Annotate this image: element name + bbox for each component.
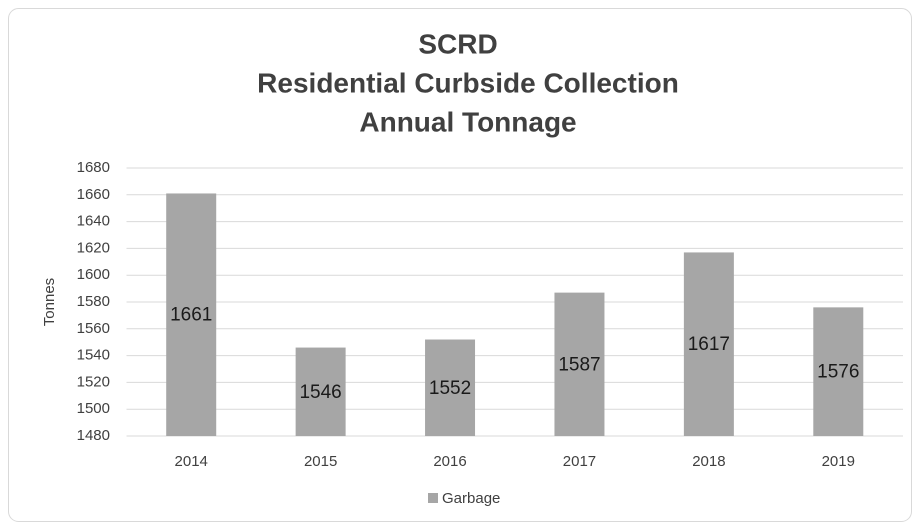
y-tick-label: 1580 [77,293,110,310]
data-label: 1661 [170,305,212,326]
y-tick-label: 1560 [77,320,110,337]
x-tick-label: 2016 [433,453,466,470]
y-tick-label: 1680 [77,159,110,176]
chart-title: Residential Curbside Collection [257,67,679,98]
bar [166,193,217,436]
chart-title: SCRD [418,28,497,59]
data-label: 1617 [688,334,730,355]
y-tick-label: 1660 [77,186,110,203]
chart-title: Annual Tonnage [359,106,576,137]
data-label: 1576 [817,362,859,383]
y-tick-label: 1500 [77,400,110,417]
y-tick-label: 1540 [77,347,110,364]
x-tick-label: 2014 [175,453,208,470]
bar [425,339,476,436]
legend-swatch [428,493,438,503]
data-label: 1552 [429,378,471,399]
y-tick-label: 1520 [77,373,110,390]
y-tick-label: 1600 [77,266,110,283]
y-tick-label: 1620 [77,239,110,256]
bar [683,252,734,436]
y-tick-label: 1640 [77,213,110,230]
data-label: 1587 [558,354,600,375]
legend-label: Garbage [442,490,500,507]
x-tick-label: 2015 [304,453,337,470]
bar [295,347,346,436]
bar [813,307,864,436]
x-tick-label: 2019 [822,453,855,470]
y-tick-label: 1480 [77,427,110,444]
x-tick-label: 2018 [692,453,725,470]
x-tick-label: 2017 [563,453,596,470]
bar [554,292,605,436]
data-label: 1546 [299,382,341,403]
y-axis-label: Tonnes [41,278,58,326]
